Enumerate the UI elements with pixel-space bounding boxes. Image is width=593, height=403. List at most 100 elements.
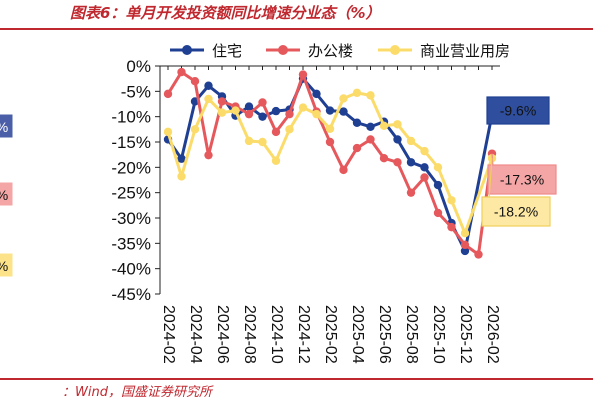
data-point	[325, 124, 335, 134]
end-label-办公楼: -17.3%	[487, 153, 557, 195]
series-办公楼	[163, 67, 497, 259]
series-line	[166, 70, 494, 256]
data-point	[339, 94, 348, 103]
data-point	[325, 106, 335, 115]
x-tick-label: 2025-12	[457, 305, 474, 364]
callout-box	[481, 196, 551, 227]
left-fragment-text: %	[0, 187, 8, 203]
legend: 住宅 办公楼 商业营业用房	[170, 42, 510, 60]
data-point	[244, 136, 254, 146]
data-point	[420, 163, 429, 172]
data-point	[258, 98, 267, 107]
data-point	[366, 135, 375, 144]
y-tick-label: 0%	[126, 57, 151, 76]
x-tick-label: 2024-12	[295, 305, 312, 364]
x-axis: 2024-02 2024-04 2024-06 2024-08 2024-10 2024-…	[160, 65, 501, 364]
y-axis: 0% -5% -10% -15% -20% -25% -30% -35% -40% -45%	[111, 57, 161, 304]
x-tick-label: 2025-08	[403, 305, 420, 364]
data-point	[312, 89, 321, 99]
data-point	[339, 165, 348, 175]
x-tick-label: 2025-02	[322, 305, 339, 364]
x-tick-label: 2024-04	[187, 305, 204, 364]
series-line	[166, 77, 494, 253]
data-point	[339, 107, 348, 116]
y-tick-label: -15%	[111, 133, 151, 152]
data-point	[298, 103, 308, 112]
data-point	[433, 208, 443, 218]
y-tick-label: -35%	[111, 234, 151, 253]
data-point	[460, 246, 470, 256]
data-point	[231, 106, 240, 115]
data-point	[204, 94, 213, 104]
bottom-divider	[0, 378, 593, 380]
callout-value: -9.6%	[500, 103, 537, 119]
y-tick-label: -10%	[111, 108, 151, 127]
callout-box	[487, 164, 557, 195]
data-point	[298, 70, 308, 79]
data-point	[271, 106, 281, 116]
data-point	[258, 137, 267, 147]
data-point	[271, 156, 281, 165]
data-point	[447, 222, 456, 232]
callout-value: -18.2%	[494, 204, 538, 220]
data-point	[190, 125, 200, 134]
data-point	[285, 125, 294, 134]
left-fragment-text: %	[0, 258, 8, 274]
data-point	[285, 109, 294, 119]
x-tick-label: 2025-04	[349, 305, 366, 364]
left-edge-fragments: %%%	[0, 114, 13, 277]
x-tick-label: 2024-02	[160, 305, 177, 364]
data-point	[352, 88, 362, 98]
y-tick-label: -40%	[111, 260, 151, 279]
y-tick-label: -25%	[111, 184, 151, 203]
data-point	[177, 154, 186, 163]
data-point	[393, 158, 402, 167]
data-point	[352, 118, 362, 127]
data-point	[433, 180, 443, 190]
legend-swatch-marker	[278, 45, 288, 55]
legend-label: 商业营业用房	[420, 42, 510, 60]
series-layer	[163, 67, 497, 259]
x-tick-label: 2024-10	[268, 305, 285, 364]
data-point	[447, 196, 456, 205]
data-point	[474, 250, 483, 259]
data-point	[460, 229, 470, 238]
data-point	[352, 143, 362, 153]
series-住宅	[163, 74, 497, 256]
data-point	[433, 163, 443, 172]
data-point	[312, 109, 321, 119]
data-point	[163, 89, 173, 99]
callout-box	[486, 96, 550, 125]
data-point	[406, 188, 416, 197]
data-point	[163, 127, 173, 137]
data-point	[420, 173, 429, 182]
legend-swatch-marker	[182, 45, 192, 55]
data-point	[366, 122, 375, 131]
data-point	[366, 91, 375, 100]
data-point	[244, 109, 254, 119]
data-point	[244, 102, 254, 111]
data-point	[258, 112, 267, 121]
x-tick-label: 2025-10	[430, 305, 447, 364]
data-point	[177, 67, 186, 77]
data-point	[460, 240, 470, 250]
y-tick-label: -20%	[111, 158, 151, 177]
left-fragment-box	[0, 182, 13, 206]
data-point	[190, 77, 200, 86]
series-商业营业用房	[163, 88, 497, 238]
legend-label: 住宅	[212, 42, 242, 60]
end-label-商业营业用房: -18.2%	[481, 158, 551, 227]
data-point	[420, 146, 429, 156]
y-tick-label: -45%	[111, 285, 151, 304]
data-point	[379, 154, 389, 163]
data-point	[177, 172, 186, 181]
data-point	[393, 135, 402, 144]
left-fragment-text: %	[0, 119, 8, 135]
data-point	[217, 108, 227, 117]
legend-swatch-marker	[390, 45, 400, 55]
data-point	[204, 150, 213, 160]
callout-value: -17.3%	[500, 172, 544, 188]
data-point	[271, 127, 281, 137]
data-point	[217, 97, 227, 106]
